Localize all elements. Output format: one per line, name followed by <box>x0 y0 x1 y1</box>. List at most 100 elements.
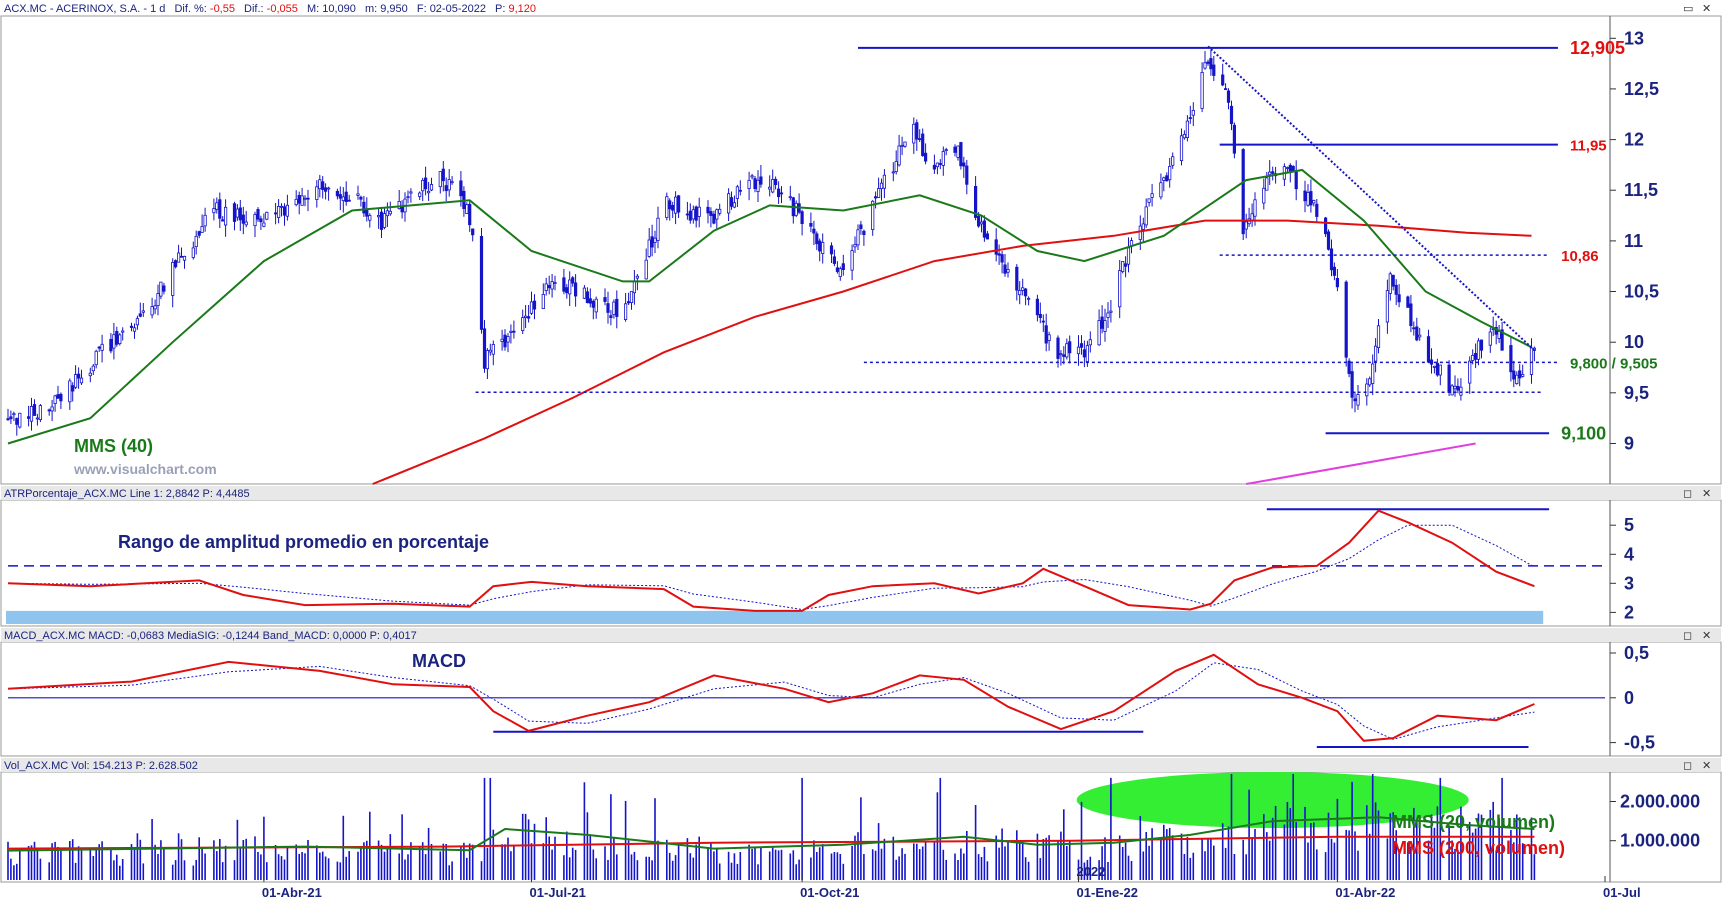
candle-body <box>921 133 925 157</box>
candle-body <box>35 417 40 420</box>
candle-body <box>1121 260 1125 272</box>
candle-body <box>200 226 204 233</box>
minimize-icon[interactable]: ▭ <box>1683 2 1693 15</box>
candle-body <box>821 242 825 254</box>
candle-body <box>647 239 651 257</box>
candle-body <box>1344 281 1348 358</box>
level-label: 12,905 <box>1570 38 1625 58</box>
x-tick-label: 01-Abr-21 <box>262 885 322 900</box>
candle-body <box>1397 294 1401 303</box>
candle-body <box>1471 354 1475 361</box>
candle-body <box>903 141 907 147</box>
candle-body <box>718 208 722 214</box>
candle-body <box>512 330 516 333</box>
candle-body <box>1412 327 1416 330</box>
candle-body <box>1126 247 1131 265</box>
candle-body <box>232 203 237 222</box>
candle-body <box>944 149 948 152</box>
candle-body <box>771 179 775 193</box>
atr-signal-line <box>7 524 1535 611</box>
y-tick-label: 0 <box>1624 688 1634 708</box>
volume-panel: Vol_ACX.MC Vol: 154.213 P: 2.628.502 ◻ ✕… <box>0 758 1722 883</box>
vol-sma200-label: MMS (200, volumen) <box>1392 838 1565 858</box>
candle-body <box>1024 288 1028 297</box>
candle-body <box>1435 362 1439 376</box>
candle-body <box>256 209 260 220</box>
macd-plot <box>7 653 1605 748</box>
candle-body <box>1035 298 1039 316</box>
candle-body <box>874 196 878 199</box>
candle-body <box>541 293 545 309</box>
y-tick-label: 2 <box>1624 602 1634 622</box>
candle-body <box>1147 198 1151 203</box>
macd-close-icon[interactable]: ✕ <box>1702 629 1711 642</box>
candle-body <box>1138 225 1142 240</box>
candle-body <box>359 196 363 200</box>
vol-sma20-line <box>7 816 1535 852</box>
candle-body <box>1188 117 1192 119</box>
candle-body <box>1418 334 1422 338</box>
candle-body <box>244 221 248 226</box>
macd-title: MACD <box>412 651 466 671</box>
candle-body <box>15 418 19 425</box>
candle-body <box>1068 341 1072 354</box>
candle-body <box>135 318 139 326</box>
candle-body <box>832 256 837 264</box>
volume-close-icon[interactable]: ✕ <box>1702 759 1711 772</box>
candle-body <box>1515 374 1519 385</box>
y-tick-label: 9 <box>1624 433 1634 453</box>
y-tick-label: 4 <box>1624 544 1634 564</box>
candle-body <box>1394 284 1398 295</box>
candle-body <box>406 196 410 199</box>
candle-body <box>1388 273 1392 294</box>
atr-restore-icon[interactable]: ◻ <box>1683 487 1692 500</box>
candle-body <box>706 206 710 214</box>
candle-body <box>1262 187 1266 204</box>
candle-body <box>521 317 525 332</box>
y-tick-label: 12 <box>1624 130 1644 150</box>
watermark: www.visualchart.com <box>73 461 217 477</box>
candle-body <box>1426 336 1431 363</box>
candle-body <box>56 394 60 399</box>
candle-body <box>841 263 845 271</box>
candle-body <box>932 164 937 170</box>
candle-body <box>1456 385 1460 391</box>
candle-body <box>774 178 778 186</box>
candle-body <box>553 282 557 284</box>
candle-body <box>924 152 928 162</box>
volume-y-axis: 2.000.000 1.000.000 <box>1610 791 1700 851</box>
candle-body <box>615 298 619 317</box>
candle-body <box>285 204 290 217</box>
candle-body <box>397 200 401 209</box>
candle-body <box>485 350 490 370</box>
candle-body <box>238 207 242 221</box>
candle-body <box>18 412 22 428</box>
level-label: 10,86 <box>1561 248 1599 265</box>
atr-panel-frame <box>0 499 1722 627</box>
candle-body <box>591 300 595 308</box>
atr-close-icon[interactable]: ✕ <box>1702 487 1711 500</box>
candle-body <box>1229 105 1234 125</box>
candle-body <box>1088 339 1092 346</box>
volume-restore-icon[interactable]: ◻ <box>1683 759 1692 772</box>
candle-body <box>409 191 413 194</box>
candle-body <box>856 229 860 246</box>
candle-body <box>588 298 592 304</box>
candle-body <box>385 210 390 217</box>
candle-body <box>447 179 451 191</box>
atr-panel: ATRPorcentaje_ACX.MC Line 1: 2,8842 P: 4… <box>0 486 1722 627</box>
candle-body <box>318 179 322 190</box>
candle-body <box>912 123 916 144</box>
candle-body <box>1253 199 1257 217</box>
macd-restore-icon[interactable]: ◻ <box>1683 629 1692 642</box>
macd-panel-frame <box>0 641 1722 757</box>
candle-body <box>368 215 372 221</box>
close-icon[interactable]: ✕ <box>1702 2 1711 15</box>
candle-body <box>488 349 492 353</box>
candle-body <box>132 327 137 332</box>
candle-body <box>423 177 428 190</box>
candle-body <box>1141 223 1145 230</box>
candle-body <box>1326 231 1331 250</box>
candle-body <box>835 267 840 272</box>
candle-body <box>1312 200 1316 204</box>
